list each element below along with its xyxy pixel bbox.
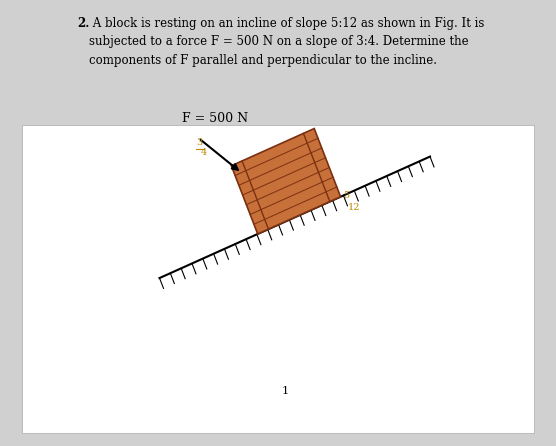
Text: 3: 3 — [196, 138, 202, 148]
Text: 1: 1 — [281, 386, 289, 396]
Polygon shape — [231, 128, 341, 234]
Text: A block is resting on an incline of slope 5:12 as shown in Fig. It is
subjected : A block is resting on an incline of slop… — [89, 17, 484, 66]
Text: 12: 12 — [348, 203, 360, 212]
Text: F = 500 N: F = 500 N — [182, 112, 248, 125]
FancyBboxPatch shape — [22, 125, 534, 433]
Text: 2.: 2. — [77, 17, 90, 30]
Text: 4: 4 — [201, 148, 207, 157]
Text: 5: 5 — [342, 191, 349, 200]
